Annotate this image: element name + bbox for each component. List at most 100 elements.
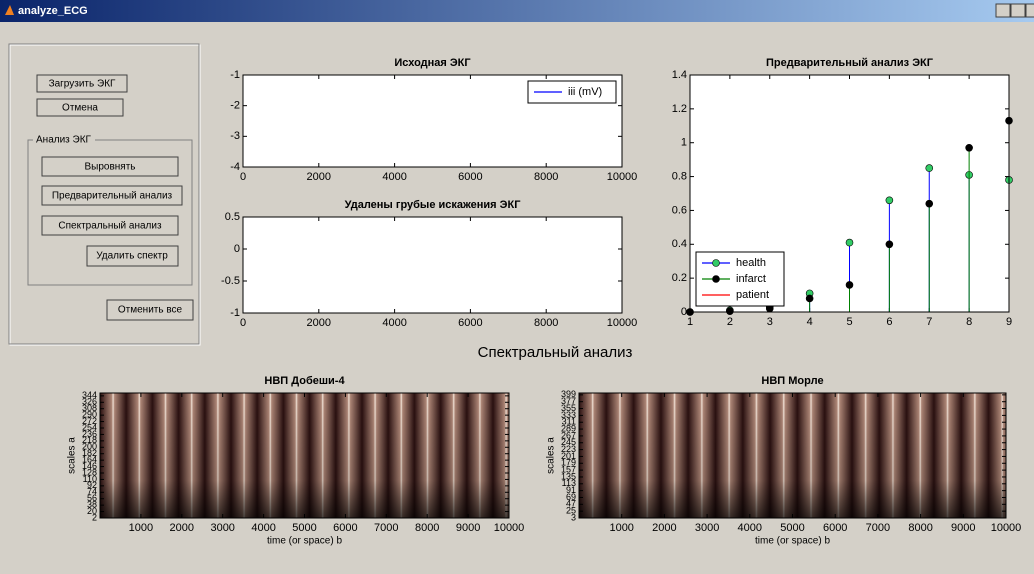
y-tick-label: 113 — [562, 478, 576, 488]
x-tick-label: 6000 — [458, 317, 482, 329]
y-tick-label: 236 — [82, 429, 97, 439]
plot-frame — [242, 216, 623, 314]
x-tick-label: 3000 — [210, 522, 234, 534]
x-tick-label: 10000 — [991, 522, 1022, 534]
x-tick-label: 4000 — [382, 317, 406, 329]
x-tick-label: 1 — [687, 316, 693, 328]
control-panel — [9, 44, 201, 346]
legend-label: patient — [736, 289, 769, 301]
maximize[interactable] — [1010, 3, 1026, 18]
window-title: analyze_ECG — [18, 5, 88, 17]
x-tick-label: 8 — [966, 316, 972, 328]
y-tick-label: 38 — [87, 500, 97, 510]
section-label: Спектральный анализ — [478, 344, 633, 361]
group-label-bg — [33, 134, 95, 146]
legend-marker — [712, 275, 720, 283]
minimize[interactable] — [995, 3, 1011, 18]
y-tick-label: -0.5 — [221, 275, 240, 287]
y-tick-label: 135 — [561, 471, 576, 481]
x-tick-label: 1000 — [129, 522, 153, 534]
x-axis-label: time (or space) b — [267, 536, 342, 547]
y-tick-label: 254 — [82, 422, 97, 432]
y-tick-label: 0.5 — [225, 211, 240, 223]
x-tick-label: 4000 — [382, 171, 406, 183]
y-tick-label: 399 — [561, 389, 576, 399]
y-tick-label: 311 — [562, 417, 576, 427]
chart-title: Исходная ЭКГ — [394, 57, 471, 69]
x-tick-label: 9000 — [951, 522, 975, 534]
x-axis-label: time (or space) b — [755, 536, 830, 547]
button[interactable]: Удалить спектр — [86, 245, 179, 267]
stem-marker — [965, 143, 973, 152]
y-tick-label: -4 — [230, 161, 240, 173]
stem-marker — [925, 199, 934, 208]
button-label: Отмена — [62, 103, 98, 114]
x-tick-label: 4000 — [251, 522, 275, 534]
y-tick-label: 110 — [83, 474, 97, 484]
button[interactable]: Отменить все — [106, 299, 194, 321]
app-icon — [5, 5, 14, 15]
y-tick-label: 344 — [82, 390, 97, 400]
plot-frame — [578, 392, 1007, 519]
stem-marker — [885, 196, 894, 205]
x-tick-label: 0 — [240, 171, 246, 183]
chart-title: НВП Добеши-4 — [264, 375, 345, 387]
x-tick-label: 9000 — [456, 522, 480, 534]
button[interactable]: Загрузить ЭКГ — [36, 74, 128, 93]
x-tick-label: 7000 — [866, 522, 890, 534]
y-tick-label: 0 — [681, 306, 687, 318]
button-label: Предварительный анализ — [52, 191, 173, 202]
x-tick-label: 10000 — [494, 522, 525, 534]
x-tick-label: 0 — [240, 317, 246, 329]
y-tick-label: 128 — [82, 467, 97, 477]
x-tick-label: 8000 — [534, 317, 558, 329]
y-tick-label: 218 — [82, 435, 97, 445]
y-tick-label: -1 — [230, 69, 240, 81]
y-tick-label: 0.6 — [672, 204, 687, 216]
x-tick-label: 10000 — [607, 171, 638, 183]
x-tick-label: 2000 — [307, 171, 331, 183]
x-tick-label: 5000 — [780, 522, 804, 534]
y-tick-label: 179 — [561, 458, 576, 468]
y-tick-label: 157 — [561, 464, 576, 474]
button[interactable]: Спектральный анализ — [41, 215, 179, 236]
x-tick-label: 6000 — [458, 171, 482, 183]
button[interactable]: Предварительный анализ — [41, 185, 183, 206]
y-tick-label: 74 — [87, 487, 97, 497]
plot-frame — [99, 392, 510, 519]
x-tick-label: 3000 — [695, 522, 719, 534]
y-tick-label: 2 — [92, 512, 97, 522]
x-tick-label: 2000 — [652, 522, 676, 534]
y-tick-label: 20 — [87, 506, 97, 516]
x-tick-label: 4000 — [738, 522, 762, 534]
stem-marker — [885, 240, 894, 249]
y-tick-label: 92 — [87, 480, 97, 490]
x-tick-label: 6000 — [823, 522, 847, 534]
y-tick-label: 56 — [87, 493, 97, 503]
y-tick-label: 223 — [561, 444, 576, 454]
button[interactable]: Отмена — [36, 98, 124, 117]
plot-frame — [689, 74, 1010, 313]
y-tick-label: 3 — [571, 512, 576, 522]
x-tick-label: 8000 — [415, 522, 439, 534]
y-tick-label: 164 — [82, 455, 97, 465]
button[interactable]: Выровнять — [41, 156, 179, 177]
x-tick-label: 8000 — [908, 522, 932, 534]
button-label: Выровнять — [84, 162, 135, 173]
y-tick-label: 25 — [566, 506, 576, 516]
y-tick-label: 69 — [566, 492, 576, 502]
x-tick-label: 3 — [767, 316, 773, 328]
y-tick-label: 1.2 — [672, 103, 687, 115]
x-tick-label: 7 — [926, 316, 932, 328]
y-axis-label: scales a — [67, 437, 78, 474]
y-tick-label: 245 — [561, 437, 576, 447]
x-tick-label: 6 — [886, 316, 892, 328]
x-tick-label: 5000 — [292, 522, 316, 534]
button-label: Отменить все — [118, 305, 183, 316]
chart-title: Предварительный анализ ЭКГ — [766, 57, 934, 69]
image-shade — [579, 393, 1006, 518]
y-tick-label: 290 — [82, 410, 97, 420]
close[interactable] — [1025, 3, 1034, 18]
chart-title: Удалены грубые искажения ЭКГ — [345, 199, 522, 211]
y-tick-label: 47 — [566, 499, 576, 509]
